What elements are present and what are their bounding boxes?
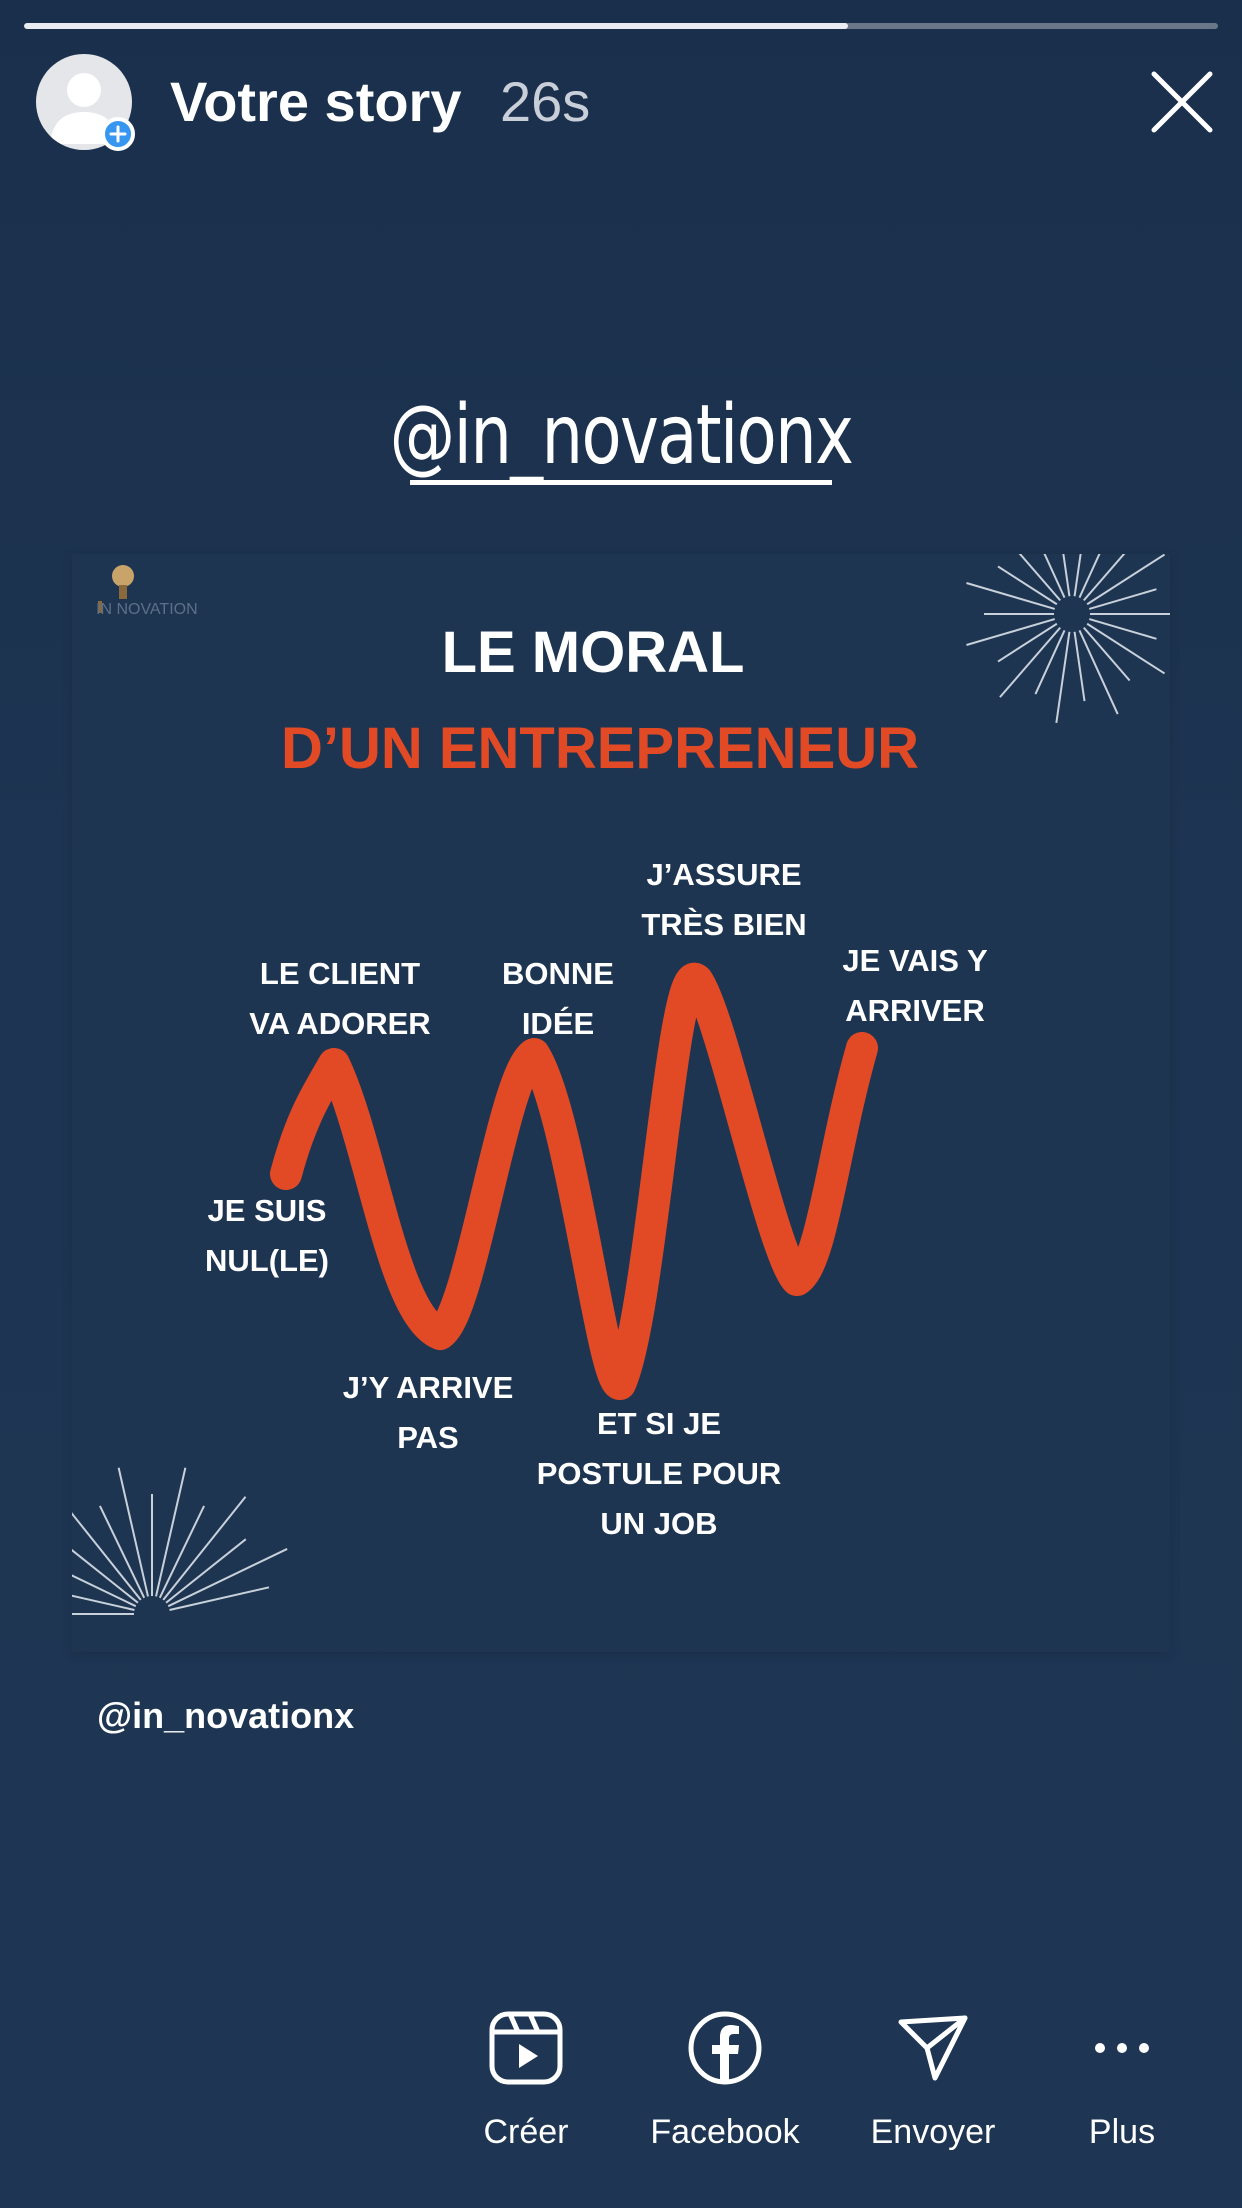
burst-ray: [165, 1538, 247, 1604]
burst-ray: [1083, 554, 1126, 602]
burst-ray: [1034, 629, 1066, 695]
burst-ray: [1083, 626, 1131, 682]
close-icon: [1151, 71, 1213, 133]
label-bonne-idee-2: IDÉE: [522, 1006, 594, 1041]
burst-ray: [72, 1594, 135, 1611]
post-title-line1: LE MORAL: [442, 620, 745, 685]
burst-ray: [167, 1548, 288, 1608]
post-image: IN NOVATION LE MORAL D’UN ENTREPRENEUR J…: [72, 554, 1170, 1615]
burst-ray: [72, 1574, 137, 1608]
more-label: Plus: [1088, 2113, 1156, 2151]
burst-ray: [99, 1505, 146, 1599]
label-job-3: UN JOB: [600, 1506, 717, 1541]
burst-ray: [1088, 588, 1157, 610]
burst-ray: [1086, 622, 1166, 675]
burst-ray: [72, 1548, 139, 1604]
send-button[interactable]: Envoyer: [833, 2008, 1033, 2152]
label-job-2: POSTULE POUR: [537, 1456, 782, 1491]
burst-ray: [155, 1467, 187, 1597]
label-client-2: VA ADORER: [249, 1006, 430, 1041]
label-bonne-idee-1: BONNE: [502, 956, 614, 991]
create-label: Créer: [483, 2113, 569, 2151]
burst-ray: [997, 565, 1058, 606]
post-author-handle[interactable]: @in_novationx: [97, 1695, 355, 1736]
burst-ray: [966, 582, 1056, 610]
mention-underline: [410, 480, 832, 485]
burst-ray: [1088, 618, 1157, 640]
brand-logo: IN NOVATION: [96, 565, 198, 618]
burst-ray: [1078, 629, 1119, 715]
facebook-label: Facebook: [650, 2113, 800, 2151]
burst-decoration-top-right: [966, 554, 1170, 724]
burst-ray: [117, 1467, 149, 1597]
ellipsis-icon: [1095, 2043, 1149, 2053]
burst-decoration-bottom-left: [72, 1467, 288, 1615]
burst-ray: [966, 618, 1056, 646]
post-title-line2: D’UN ENTREPRENEUR: [281, 716, 919, 781]
burst-ray: [169, 1586, 270, 1611]
burst-ray: [997, 622, 1058, 663]
facebook-icon: [688, 2011, 762, 2085]
label-arrive-pas-1: J’Y ARRIVE: [343, 1370, 514, 1405]
label-vais-1: JE VAIS Y: [842, 943, 988, 978]
reels-icon: [489, 2011, 563, 2085]
plus-icon: [109, 125, 127, 143]
label-je-suis-nul-2: NUL(LE): [205, 1243, 329, 1278]
burst-ray: [1062, 554, 1071, 597]
shared-post[interactable]: IN NOVATION LE MORAL D’UN ENTREPRENEUR J…: [72, 554, 1170, 1652]
label-assure-1: J’ASSURE: [646, 857, 801, 892]
story-progress-fill: [24, 23, 848, 29]
burst-ray: [1073, 554, 1082, 597]
story-progress-bar: [24, 23, 1218, 29]
burst-ray: [999, 626, 1061, 698]
facebook-share-button[interactable]: Facebook: [625, 2008, 825, 2152]
logo-text: IN NOVATION: [96, 601, 198, 618]
label-job-1: ET SI JE: [597, 1406, 721, 1441]
create-button[interactable]: Créer: [426, 2008, 626, 2152]
burst-ray: [1043, 554, 1066, 599]
burst-ray: [1018, 554, 1061, 602]
story-owner-label[interactable]: Votre story: [170, 70, 462, 133]
label-arrive-pas-2: PAS: [397, 1420, 458, 1455]
close-button[interactable]: [1150, 70, 1214, 134]
paper-plane-icon: [898, 2015, 968, 2081]
burst-ray: [162, 1496, 247, 1601]
label-je-suis-nul-1: JE SUIS: [208, 1193, 327, 1228]
mention-sticker[interactable]: @in_novationx: [389, 388, 854, 483]
add-story-badge[interactable]: [101, 117, 135, 151]
send-label: Envoyer: [870, 2113, 996, 2151]
mood-wave: [270, 962, 878, 1400]
burst-ray: [1086, 554, 1166, 606]
more-button[interactable]: Plus: [1022, 2008, 1222, 2152]
story-timestamp: 26s: [500, 70, 591, 133]
burst-ray: [72, 1512, 142, 1601]
label-vais-2: ARRIVER: [845, 993, 985, 1028]
label-client-1: LE CLIENT: [260, 956, 420, 991]
label-assure-2: TRÈS BIEN: [641, 907, 806, 942]
burst-ray: [158, 1505, 205, 1599]
burst-ray: [1073, 631, 1086, 702]
burst-ray: [1055, 631, 1071, 724]
burst-ray: [1078, 554, 1101, 599]
